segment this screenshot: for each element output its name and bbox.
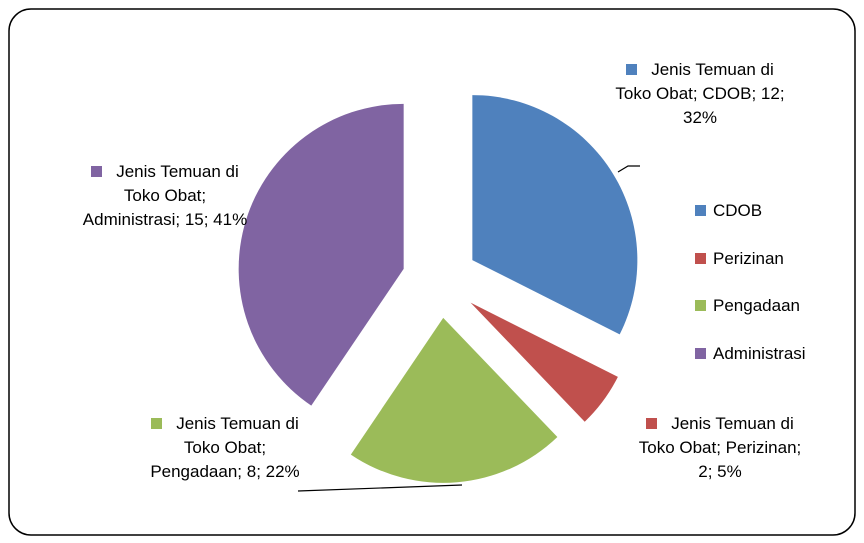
legend-entry: CDOB [695, 201, 762, 221]
data-label: Jenis Temuan di Toko Obat; Perizinan; 2;… [635, 412, 805, 484]
chart-frame [8, 8, 856, 536]
pie-slice [470, 302, 618, 422]
legend-entry: Pengadaan [695, 296, 800, 316]
pie-slice [238, 103, 404, 406]
pie-slice [350, 317, 558, 483]
legend-entry: Administrasi [695, 344, 806, 364]
legend-entry: Perizinan [695, 249, 784, 269]
legend-label: Administrasi [713, 343, 806, 363]
leader-line [617, 165, 640, 173]
data-label: Jenis Temuan di Toko Obat; Administrasi;… [80, 160, 250, 232]
pie-slice [472, 95, 638, 335]
label-key [646, 418, 658, 429]
label-text: Jenis Temuan di Toko Obat; Perizinan; 2;… [638, 414, 802, 481]
data-label: Jenis Temuan di Toko Obat; CDOB; 12; 32% [615, 58, 785, 130]
label-key [91, 166, 103, 177]
label-key [151, 418, 163, 429]
legend-key [695, 347, 706, 359]
legend-key [695, 252, 706, 264]
label-key [626, 64, 638, 75]
legend-label: CDOB [713, 201, 763, 220]
legend-key [695, 205, 706, 216]
label-text: Jenis Temuan di Toko Obat; CDOB; 12; 32% [615, 60, 785, 127]
label-text: Jenis Temuan di Toko Obat; Administrasi;… [82, 162, 248, 229]
legend-label: Pengadaan [713, 296, 800, 315]
legend-key [695, 300, 706, 311]
leader-line [297, 484, 463, 492]
legend-label: Perizinan [713, 248, 784, 268]
label-text: Jenis Temuan di Toko Obat; Pengadaan; 8;… [150, 414, 300, 481]
data-label: Jenis Temuan di Toko Obat; Pengadaan; 8;… [140, 412, 310, 484]
